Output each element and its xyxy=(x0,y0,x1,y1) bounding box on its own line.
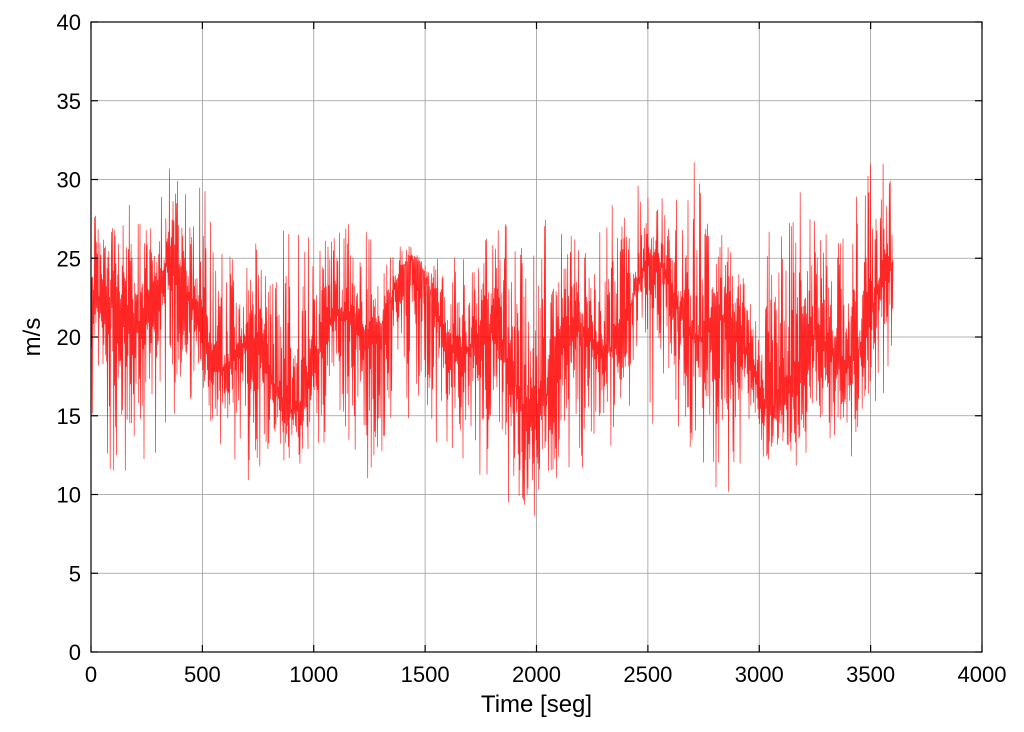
y-tick-label: 10 xyxy=(57,483,81,508)
y-tick-labels: 0 5 10 15 20 25 30 35 40 xyxy=(57,10,81,665)
y-tick-label: 0 xyxy=(69,640,81,665)
x-axis-label: Time [seg] xyxy=(481,691,592,718)
y-tick-label: 25 xyxy=(57,246,81,271)
y-tick-label: 5 xyxy=(69,561,81,586)
y-tick-label: 15 xyxy=(57,404,81,429)
x-tick-label: 2000 xyxy=(512,662,561,687)
x-tick-label: 1500 xyxy=(401,662,450,687)
x-tick-label: 1000 xyxy=(289,662,338,687)
y-tick-label: 20 xyxy=(57,325,81,350)
x-tick-labels: 0 500 1000 1500 2000 2500 3000 3500 4000 xyxy=(85,662,1007,687)
y-axis-label: m/s xyxy=(19,318,46,357)
x-tick-label: 500 xyxy=(184,662,221,687)
series-line xyxy=(90,162,894,516)
y-tick-label: 35 xyxy=(57,89,81,114)
x-tick-label: 4000 xyxy=(958,662,1007,687)
y-tick-label: 40 xyxy=(57,10,81,35)
x-tick-label: 2500 xyxy=(623,662,672,687)
series-signal xyxy=(90,162,894,516)
axis-ticks xyxy=(90,21,983,653)
x-tick-label: 3500 xyxy=(846,662,895,687)
x-tick-label: 0 xyxy=(85,662,97,687)
y-tick-label: 30 xyxy=(57,168,81,193)
x-tick-label: 3000 xyxy=(735,662,784,687)
